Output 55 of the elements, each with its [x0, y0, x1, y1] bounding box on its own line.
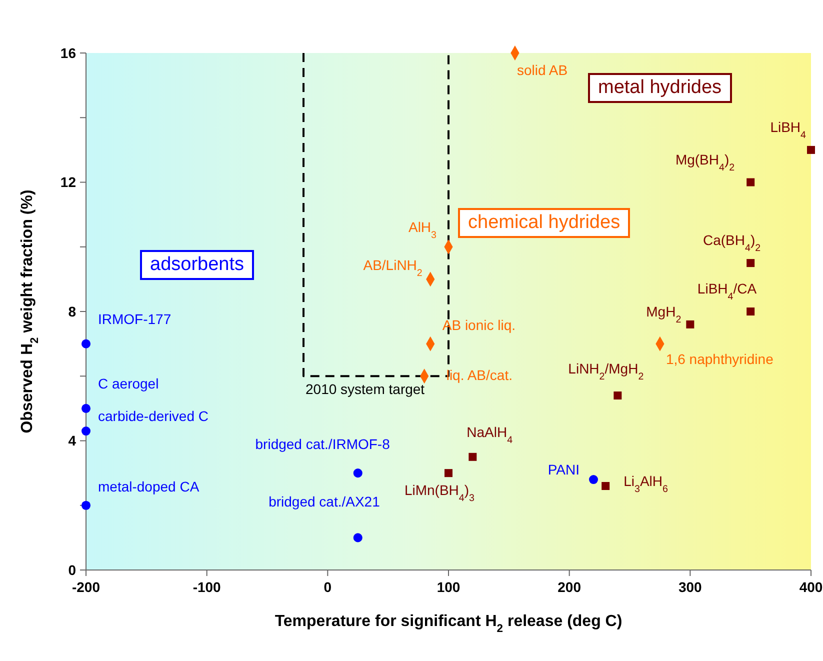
point — [746, 259, 755, 268]
x-tick-label: 300 — [678, 578, 702, 595]
point — [614, 392, 622, 400]
y-tick-label: 4 — [68, 432, 76, 449]
point — [81, 426, 91, 436]
y-tick-label: 12 — [60, 174, 76, 190]
point — [81, 339, 91, 348]
y-tick-label: 0 — [68, 562, 76, 578]
point — [602, 482, 610, 490]
annotation: carbide-derived C — [98, 408, 208, 424]
text: metal hydrides — [588, 73, 732, 103]
annotation: AB/LiNH$_{2}$ — [363, 257, 422, 279]
annotation: MgH$_{2}$ — [646, 303, 682, 325]
annotation: 1,6 naphthyridine — [666, 350, 774, 367]
x-tick-label: -100 — [192, 578, 222, 595]
point — [807, 146, 815, 154]
x-axis-title: Temperature for significant H$_{2}$ release (deg C) — [274, 613, 622, 635]
annotation: Mg(BH$_{4}$)$_{2}$ — [675, 151, 735, 173]
text: adsorbents — [140, 250, 254, 280]
point — [81, 500, 91, 510]
y-tick-label: 8 — [68, 303, 76, 320]
annotation: bridged cat./IRMOF-8 — [255, 436, 390, 452]
point — [588, 475, 598, 484]
annotation: PANI — [548, 462, 580, 478]
annotation: liq. AB/cat. — [446, 367, 512, 384]
annotation: solid AB — [516, 62, 568, 78]
point — [746, 308, 755, 316]
annotation: Li$_{3}$AlH$_{6}$ — [624, 472, 669, 494]
annotation: AlH$_{3}$ — [408, 218, 438, 240]
point — [686, 320, 694, 328]
annotation: AB ionic liq. — [442, 316, 516, 333]
point — [353, 533, 362, 542]
y-tick-label: 16 — [60, 44, 76, 61]
annotation: Ca(BH$_{4}$)$_{2}$ — [702, 232, 761, 254]
x-tick-label: -200 — [72, 578, 100, 595]
x-tick-label: 400 — [799, 578, 823, 595]
annotation: LiBH$_{4}$/CA — [697, 280, 758, 302]
annotation: metal-doped CA — [98, 478, 200, 494]
annotation: LiBH$_{4}$ — [770, 118, 807, 140]
point — [444, 469, 452, 478]
annotation: bridged cat./AX21 — [268, 494, 380, 510]
point — [353, 468, 362, 478]
annotation: NaAlH$_{4}$ — [466, 424, 514, 446]
point — [81, 404, 91, 413]
annotation: LiMn(BH$_{4}$)$_{3}$ — [404, 482, 476, 504]
annotation: LiNH$_{2}$/MgH$_{2}$ — [568, 360, 644, 382]
series-label: chemical hydrides — [458, 208, 630, 238]
annotation: IRMOF-177 — [98, 310, 172, 327]
x-tick-label: 200 — [558, 578, 582, 595]
x-tick-label: 0 — [324, 578, 332, 595]
point — [468, 452, 477, 461]
x-tick-label: 100 — [436, 578, 460, 595]
point — [746, 178, 755, 186]
annotation: 2010 system target — [306, 381, 425, 398]
annotation: C aerogel — [98, 375, 159, 392]
